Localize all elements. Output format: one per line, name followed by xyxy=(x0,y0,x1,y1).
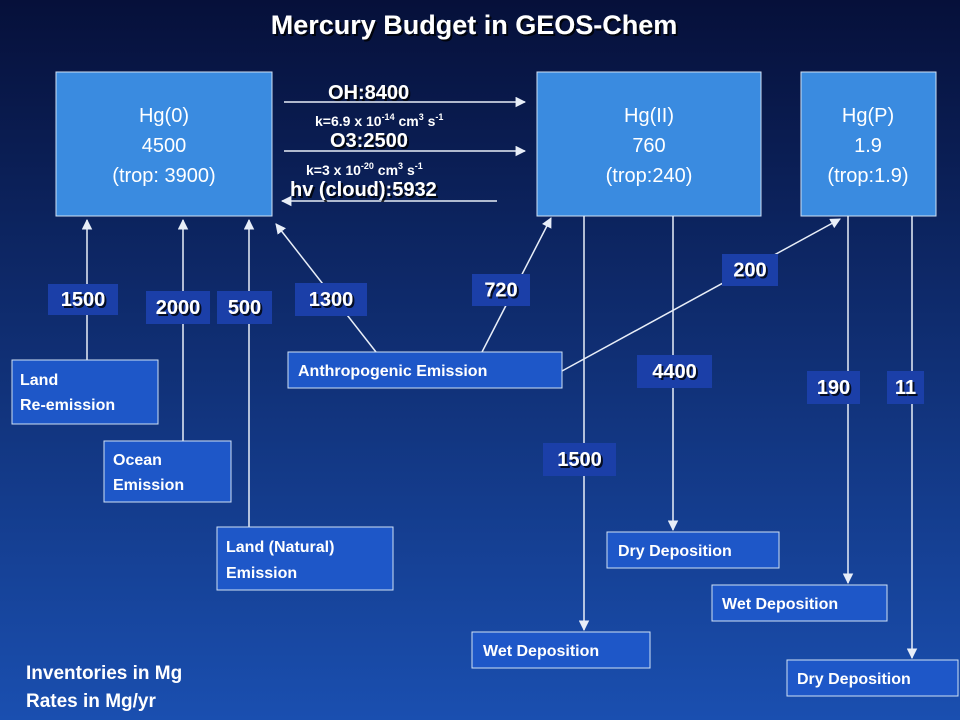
reservoir-amount: 760 xyxy=(632,135,665,157)
reservoir: Hg(P) 1.9 (trop:1.9) xyxy=(800,71,937,217)
note: Rates in Mg/yr xyxy=(26,691,156,712)
reservoir-trop: (trop:240) xyxy=(606,165,693,187)
flux-box xyxy=(295,283,367,316)
flux-value: 190 xyxy=(817,377,850,399)
flux-box xyxy=(887,371,924,404)
rate-constant: k=3 x 10-20 cm3 s-1 xyxy=(306,161,423,178)
sink-label: Dry Deposition xyxy=(618,543,732,560)
sink-label: Wet Deposition xyxy=(722,596,838,613)
reservoir-name: Hg(P) xyxy=(842,105,894,127)
sink-label: Wet Deposition xyxy=(483,643,599,660)
flux-box xyxy=(807,371,860,404)
flux-box xyxy=(637,355,712,388)
reservoir-trop: (trop: 3900) xyxy=(112,165,215,187)
sink-box xyxy=(786,659,959,697)
flux-box xyxy=(722,254,778,286)
source-box xyxy=(287,351,563,389)
title: Mercury Budget in GEOS-Chem xyxy=(271,10,678,40)
reservoir-trop: (trop:1.9) xyxy=(827,165,908,187)
source-label: Anthropogenic Emission xyxy=(298,363,487,380)
reservoir-amount: 1.9 xyxy=(854,135,882,157)
reaction-label: O3:2500 xyxy=(330,130,408,152)
sink-box xyxy=(606,531,780,569)
flux-value: 11 xyxy=(895,377,916,399)
flux-value: 1300 xyxy=(309,289,354,311)
flux-box xyxy=(472,274,530,306)
source-label: Land (Natural) xyxy=(226,539,334,556)
source-box xyxy=(216,526,394,591)
flux-box xyxy=(217,291,272,324)
flux-box xyxy=(48,284,118,315)
flux-box xyxy=(543,443,616,476)
flux-value: 1500 xyxy=(61,289,106,311)
flux-value: 720 xyxy=(484,279,517,301)
reservoir: Hg(II) 760 (trop:240) xyxy=(536,71,762,217)
source-box xyxy=(103,440,232,503)
source-label: Emission xyxy=(113,477,184,494)
sink-label: Dry Deposition xyxy=(797,671,911,688)
flux-value: 200 xyxy=(733,259,766,281)
reservoir-amount: 4500 xyxy=(142,135,187,157)
source-label: Ocean xyxy=(113,452,162,469)
reaction-label: OH:8400 xyxy=(328,82,409,104)
flux-value: 4400 xyxy=(652,361,697,383)
source-label: Land xyxy=(20,372,58,389)
source-box xyxy=(11,359,159,425)
reservoir: Hg(0) 4500 (trop: 3900) xyxy=(55,71,273,217)
photolysis-label: hv (cloud):5932 xyxy=(290,179,437,201)
sink-box xyxy=(711,584,888,622)
source-label: Re-emission xyxy=(20,397,115,414)
connectors xyxy=(81,216,918,660)
flux-value: 1500 xyxy=(557,449,602,471)
reservoir-name: Hg(II) xyxy=(624,105,674,127)
reservoir-name: Hg(0) xyxy=(139,105,189,127)
note: Inventories in Mg xyxy=(26,663,182,684)
flux-labels: 1500 2000 500 1300 720 200 4400 1500 190 11 xyxy=(48,254,924,476)
sink-box xyxy=(471,631,651,669)
rate-constant: k=6.9 x 10-14 cm3 s-1 xyxy=(315,112,443,129)
source-label: Emission xyxy=(226,565,297,582)
flux-value: 2000 xyxy=(156,297,201,319)
flux-box xyxy=(146,291,210,324)
flux-value: 500 xyxy=(228,297,261,319)
